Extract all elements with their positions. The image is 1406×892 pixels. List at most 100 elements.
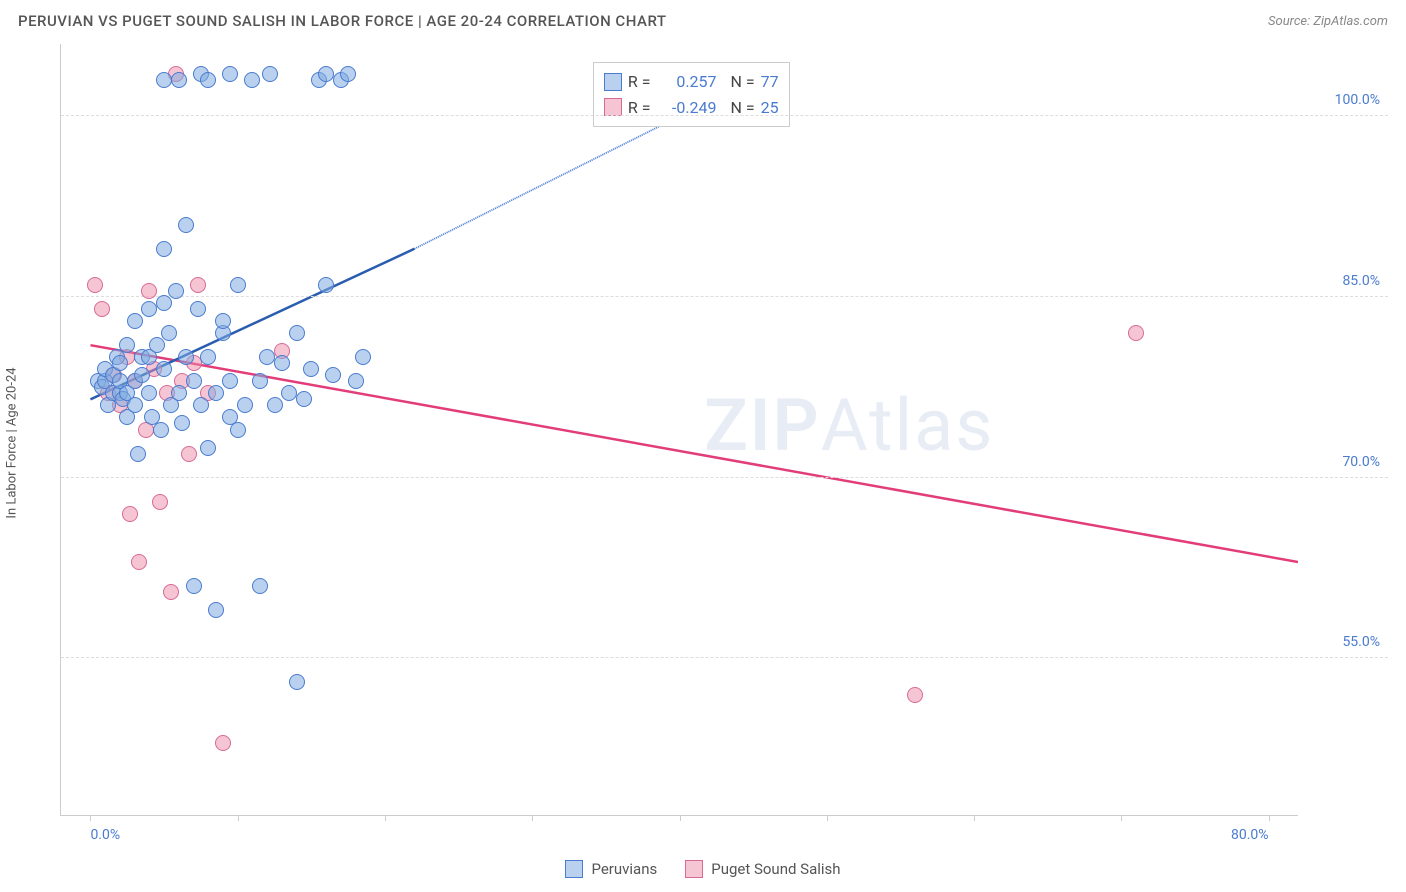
data-point-peruvians [171,385,187,401]
n-label: N = [723,69,755,95]
data-point-salish [152,494,168,510]
x-tick-label: 80.0% [1231,827,1269,843]
data-point-peruvians [156,361,172,377]
data-point-peruvians [168,283,184,299]
chart-area: In Labor Force | Age 20-24 ZIPAtlas R = … [18,44,1388,842]
data-point-peruvians [244,72,260,88]
data-point-peruvians [200,440,216,456]
data-point-peruvians [274,355,290,371]
r-label: R = [628,95,651,121]
data-point-peruvians [161,325,177,341]
data-point-salish [87,277,103,293]
data-point-peruvians [200,72,216,88]
data-point-peruvians [134,367,150,383]
gridline [61,296,1388,297]
data-point-peruvians [190,301,206,317]
correlation-row-salish: R = -0.249 N = 25 [604,95,779,121]
source-label: Source: ZipAtlas.com [1268,14,1388,29]
plot-area: ZIPAtlas R = 0.257 N = 77 R = -0.249 N =… [60,44,1298,816]
x-tick [385,815,386,821]
x-tick [827,815,828,821]
data-point-peruvians [130,446,146,462]
n-label: N = [723,95,755,121]
data-point-peruvians [127,313,143,329]
chart-title: PERUVIAN VS PUGET SOUND SALISH IN LABOR … [18,12,667,30]
data-point-peruvians [149,337,165,353]
data-point-peruvians [174,415,190,431]
correlation-box: R = 0.257 N = 77 R = -0.249 N = 25 [593,62,790,127]
data-point-peruvians [237,397,253,413]
x-tick [1269,815,1270,821]
data-point-peruvians [325,367,341,383]
r-label: R = [628,69,651,95]
data-point-peruvians [156,72,172,88]
trend-line-salish [90,345,1298,562]
data-point-peruvians [208,385,224,401]
data-point-peruvians [200,349,216,365]
data-point-peruvians [230,277,246,293]
y-tick-label: 55.0% [1342,634,1380,650]
data-point-peruvians [289,674,305,690]
data-point-peruvians [186,373,202,389]
x-tick [238,815,239,821]
data-point-peruvians [296,391,312,407]
data-point-peruvians [222,373,238,389]
data-point-peruvians [262,66,278,82]
swatch-icon [604,98,622,116]
gridline [61,657,1388,658]
n-value: 77 [761,69,779,95]
data-point-peruvians [215,313,231,329]
x-tick [1121,815,1122,821]
data-point-peruvians [171,72,187,88]
data-point-salish [163,584,179,600]
data-point-peruvians [153,422,169,438]
data-point-peruvians [318,277,334,293]
data-point-peruvians [303,361,319,377]
x-tick [974,815,975,821]
data-point-salish [215,735,231,751]
y-axis-label: In Labor Force | Age 20-24 [5,367,20,518]
trend-lines [61,44,1298,815]
trend-line-peruvians-dashed [414,116,679,249]
data-point-salish [122,506,138,522]
data-point-peruvians [178,217,194,233]
swatch-icon [604,73,622,91]
x-tick [680,815,681,821]
x-tick-label: 0.0% [90,827,120,843]
data-point-salish [94,301,110,317]
data-point-salish [181,446,197,462]
data-point-peruvians [289,325,305,341]
data-point-peruvians [222,66,238,82]
data-point-peruvians [208,602,224,618]
data-point-peruvians [127,397,143,413]
x-tick [90,815,91,821]
y-tick-label: 70.0% [1342,454,1380,470]
legend: Peruvians Puget Sound Salish [0,860,1406,878]
data-point-peruvians [119,337,135,353]
swatch-icon [565,860,583,878]
data-point-peruvians [141,301,157,317]
data-point-salish [131,554,147,570]
gridline [61,115,1388,116]
data-point-salish [1128,325,1144,341]
data-point-salish [907,687,923,703]
watermark-light: Atlas [821,383,995,468]
data-point-peruvians [340,66,356,82]
legend-label: Puget Sound Salish [711,860,840,878]
x-tick [532,815,533,821]
data-point-peruvians [348,373,364,389]
data-point-salish [141,283,157,299]
data-point-peruvians [193,397,209,413]
data-point-peruvians [281,385,297,401]
correlation-row-peruvians: R = 0.257 N = 77 [604,69,779,95]
data-point-peruvians [252,578,268,594]
n-value: 25 [761,95,779,121]
data-point-peruvians [318,66,334,82]
data-point-peruvians [259,349,275,365]
data-point-peruvians [156,241,172,257]
swatch-icon [685,860,703,878]
legend-label: Peruvians [591,860,657,878]
data-point-peruvians [186,578,202,594]
legend-item-salish: Puget Sound Salish [685,860,840,878]
data-point-peruvians [141,385,157,401]
